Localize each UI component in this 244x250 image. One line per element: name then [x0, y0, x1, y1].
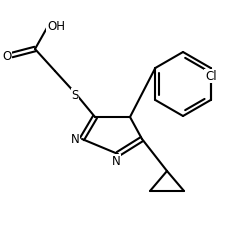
Text: Cl: Cl — [205, 70, 216, 83]
Text: S: S — [71, 89, 79, 102]
Text: N: N — [71, 133, 79, 146]
Text: OH: OH — [47, 20, 65, 32]
Text: N: N — [112, 155, 120, 168]
Text: O: O — [2, 49, 12, 62]
